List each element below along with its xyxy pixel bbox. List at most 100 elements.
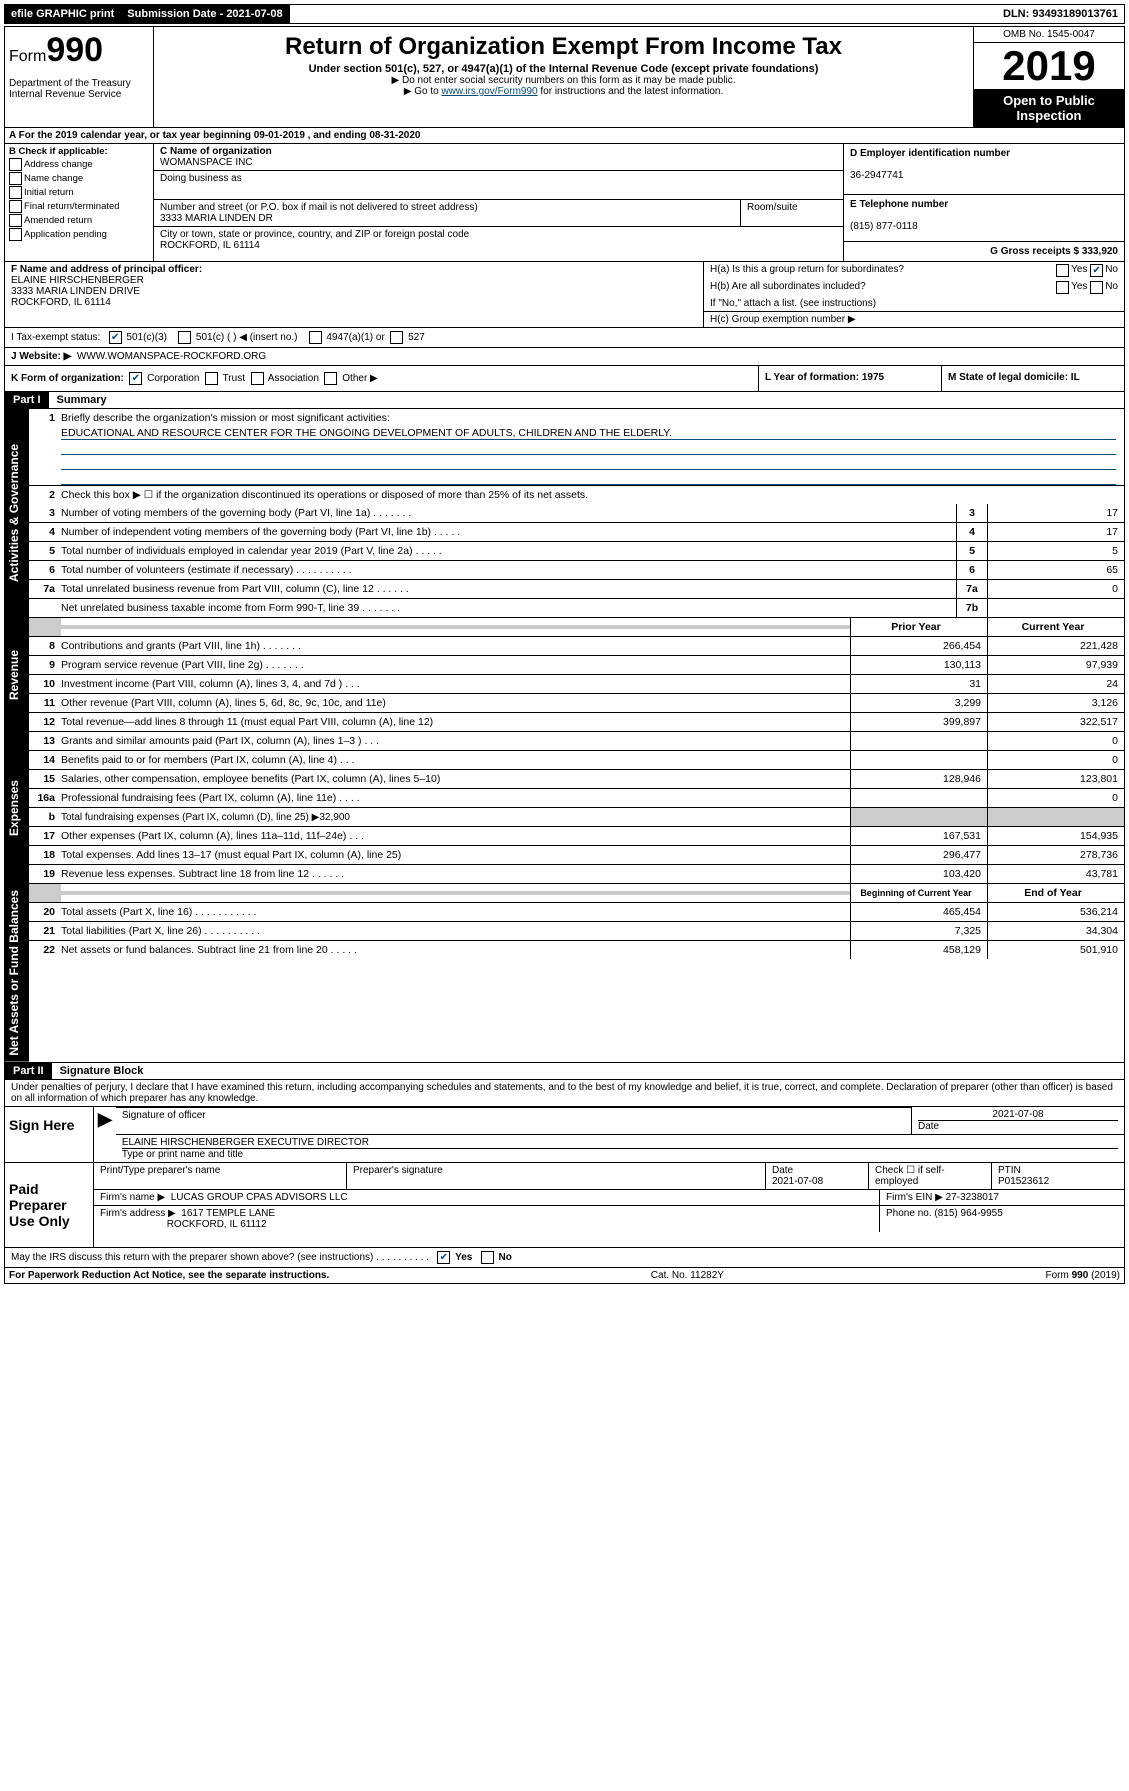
line13: Grants and similar amounts paid (Part IX…	[61, 733, 850, 749]
line3: Number of voting members of the governin…	[61, 505, 956, 521]
perjury-text: Under penalties of perjury, I declare th…	[4, 1080, 1125, 1107]
c9: 97,939	[987, 656, 1124, 674]
phone-cell: E Telephone number(815) 877-0118	[844, 195, 1124, 242]
m-state: M State of legal domicile: IL	[942, 366, 1124, 391]
line12: Total revenue—add lines 8 through 11 (mu…	[61, 714, 850, 730]
org-name-cell: C Name of organizationWOMANSPACE INC	[154, 144, 843, 171]
hb-yes[interactable]	[1056, 281, 1069, 294]
line22: Net assets or fund balances. Subtract li…	[61, 942, 850, 958]
c16b-shaded	[987, 808, 1124, 826]
paid-preparer-block: Paid Preparer Use Only Print/Type prepar…	[4, 1163, 1125, 1248]
summary-governance: Activities & Governance 1 Briefly descri…	[4, 409, 1125, 618]
val7b	[987, 599, 1124, 617]
col-b-checkboxes: B Check if applicable: Address change Na…	[5, 144, 154, 261]
col-de: D Employer identification number36-29477…	[844, 144, 1124, 261]
c19: 43,781	[987, 865, 1124, 883]
self-employed[interactable]: Check ☐ if self-employed	[869, 1163, 992, 1189]
cb-assoc[interactable]	[251, 372, 264, 385]
mission-blank2	[61, 455, 1116, 470]
cb-527[interactable]	[390, 331, 403, 344]
c22: 501,910	[987, 941, 1124, 959]
efile-label[interactable]: efile GRAPHIC print	[5, 5, 121, 23]
cb-name-change[interactable]: Name change	[9, 172, 149, 185]
dept-treasury: Department of the TreasuryInternal Reven…	[9, 78, 149, 100]
discuss-no[interactable]	[481, 1251, 494, 1264]
hb-no[interactable]	[1090, 281, 1103, 294]
p21: 7,325	[850, 922, 987, 940]
arrow-icon: ▶	[94, 1107, 116, 1162]
row-j-website: J Website: ▶ WWW.WOMANSPACE-ROCKFORD.ORG	[4, 348, 1125, 366]
prior-year-header: Prior Year	[850, 618, 987, 636]
cb-501c[interactable]	[178, 331, 191, 344]
cb-other[interactable]	[324, 372, 337, 385]
line16a: Professional fundraising fees (Part IX, …	[61, 790, 850, 806]
cb-4947[interactable]	[309, 331, 322, 344]
line10: Investment income (Part VIII, column (A)…	[61, 676, 850, 692]
footer-mid: Cat. No. 11282Y	[651, 1270, 724, 1281]
ha-no[interactable]	[1090, 264, 1103, 277]
discuss-yes[interactable]	[437, 1251, 450, 1264]
note-link: ▶ Go to www.irs.gov/Form990 for instruct…	[158, 86, 969, 97]
l-year: L Year of formation: 1975	[759, 366, 942, 391]
line17: Other expenses (Part IX, column (A), lin…	[61, 828, 850, 844]
side-netassets: Net Assets or Fund Balances	[5, 884, 29, 1062]
col-h: H(a) Is this a group return for subordin…	[704, 262, 1124, 327]
firm-addr: Firm's address ▶ 1617 TEMPLE LANE ROCKFO…	[94, 1206, 880, 1232]
side-governance: Activities & Governance	[5, 409, 29, 617]
begin-year-header: Beginning of Current Year	[850, 884, 987, 902]
cb-trust[interactable]	[205, 372, 218, 385]
hb-row: H(b) Are all subordinates included? Yes …	[704, 279, 1124, 296]
form-header: Form990 Department of the TreasuryIntern…	[4, 26, 1125, 128]
p14	[850, 751, 987, 769]
tax-year: 2019	[974, 43, 1124, 89]
line7a: Total unrelated business revenue from Pa…	[61, 581, 956, 597]
cb-pending[interactable]: Application pending	[9, 228, 149, 241]
part2-title: Signature Block	[52, 1063, 152, 1079]
cb-address-change[interactable]: Address change	[9, 158, 149, 171]
part1-badge: Part I	[5, 392, 49, 408]
cb-amended[interactable]: Amended return	[9, 214, 149, 227]
sign-here-block: Sign Here ▶ Signature of officer 2021-07…	[4, 1107, 1125, 1163]
c11: 3,126	[987, 694, 1124, 712]
line18: Total expenses. Add lines 13–17 (must eq…	[61, 847, 850, 863]
cb-initial-return[interactable]: Initial return	[9, 186, 149, 199]
firm-name: Firm's name ▶ LUCAS GROUP CPAS ADVISORS …	[94, 1190, 880, 1205]
form-number: Form990	[9, 31, 149, 70]
p19: 103,420	[850, 865, 987, 883]
cb-501c3[interactable]	[109, 331, 122, 344]
open-inspection: Open to Public Inspection	[974, 89, 1124, 127]
preparer-date: Date2021-07-08	[766, 1163, 869, 1189]
ha-yes[interactable]	[1056, 264, 1069, 277]
preparer-name-h: Print/Type preparer's name	[94, 1163, 347, 1189]
line21: Total liabilities (Part X, line 26) . . …	[61, 923, 850, 939]
form-subtitle: Under section 501(c), 527, or 4947(a)(1)…	[158, 63, 969, 75]
p18: 296,477	[850, 846, 987, 864]
c12: 322,517	[987, 713, 1124, 731]
c18: 278,736	[987, 846, 1124, 864]
line4: Number of independent voting members of …	[61, 524, 956, 540]
street-cell: Number and street (or P.O. box if mail i…	[154, 200, 741, 226]
line7b: Net unrelated business taxable income fr…	[61, 600, 956, 616]
sign-here-label: Sign Here	[5, 1107, 94, 1162]
line9: Program service revenue (Part VIII, line…	[61, 657, 850, 673]
discuss-row: May the IRS discuss this return with the…	[4, 1248, 1125, 1268]
note-ssn: ▶ Do not enter social security numbers o…	[158, 75, 969, 86]
form-title: Return of Organization Exempt From Incom…	[158, 33, 969, 61]
val7a: 0	[987, 580, 1124, 598]
top-bar: efile GRAPHIC print Submission Date - 20…	[4, 4, 1125, 24]
cb-corp[interactable]	[129, 372, 142, 385]
cb-final-return[interactable]: Final return/terminated	[9, 200, 149, 213]
part2-header-row: Part II Signature Block	[4, 1063, 1125, 1080]
header-center: Return of Organization Exempt From Incom…	[154, 27, 973, 127]
row-i-status: I Tax-exempt status: 501(c)(3) 501(c) ( …	[4, 328, 1125, 348]
irs-link[interactable]: www.irs.gov/Form990	[441, 86, 537, 97]
section-bcd: B Check if applicable: Address change Na…	[4, 144, 1125, 262]
principal-officer: F Name and address of principal officer:…	[5, 262, 704, 327]
mission-blank1	[61, 440, 1116, 455]
officer-name: ELAINE HIRSCHENBERGER EXECUTIVE DIRECTOR…	[116, 1135, 1124, 1162]
dba-cell: Doing business as	[154, 171, 843, 200]
line2: Check this box ▶ ☐ if the organization d…	[61, 487, 1124, 503]
part2-badge: Part II	[5, 1063, 52, 1079]
c16a: 0	[987, 789, 1124, 807]
hc-row: H(c) Group exemption number ▶	[704, 311, 1124, 327]
